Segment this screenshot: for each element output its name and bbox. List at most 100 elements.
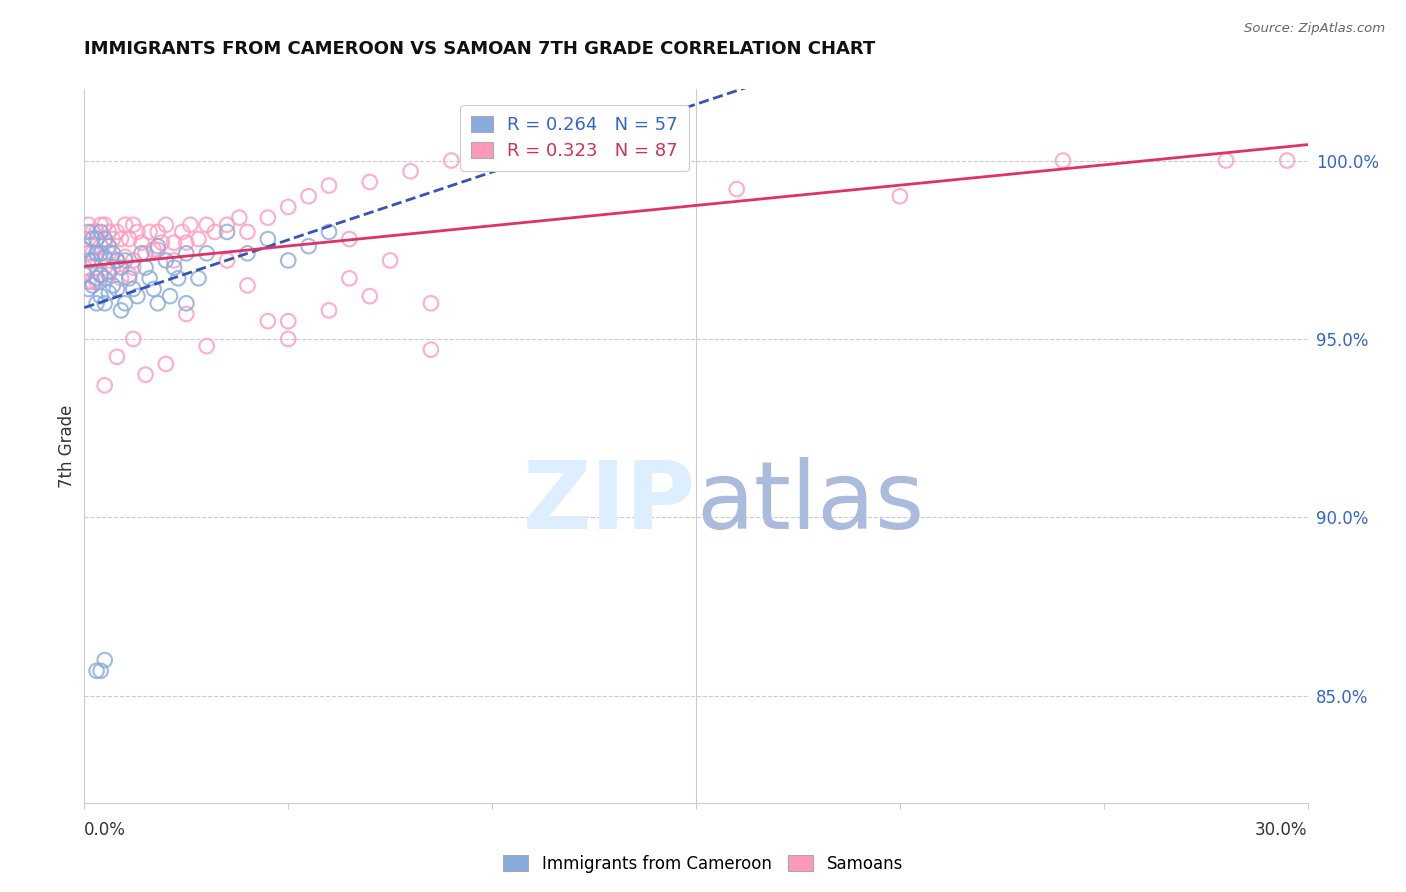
Point [97,264,120,278]
Point [163,253,186,268]
Point [176,307,198,321]
Point [82,253,104,268]
Point [277,332,299,346]
Point [122,260,145,275]
Point [93,378,117,392]
Point [440,153,463,168]
Point [86,664,108,678]
Point [889,189,911,203]
Point [101,246,124,260]
Point [110,232,132,246]
Point [277,314,299,328]
Point [138,225,160,239]
Point [110,271,132,285]
Point [90,268,112,282]
Point [105,253,128,268]
Point [105,282,128,296]
Point [399,164,422,178]
Point [725,182,748,196]
Point [176,246,198,260]
Point [195,246,218,260]
Point [77,246,100,260]
Point [93,260,117,275]
Point [122,253,145,268]
Legend: Immigrants from Cameroon, Samoans: Immigrants from Cameroon, Samoans [496,848,910,880]
Point [257,232,280,246]
Text: IMMIGRANTS FROM CAMEROON VS SAMOAN 7TH GRADE CORRELATION CHART: IMMIGRANTS FROM CAMEROON VS SAMOAN 7TH G… [84,40,876,58]
Point [86,296,108,310]
Point [298,239,321,253]
Point [73,260,96,275]
Point [155,218,177,232]
Point [163,235,186,250]
Point [420,343,443,357]
Point [105,225,128,239]
Point [257,314,280,328]
Point [644,153,666,168]
Point [114,218,136,232]
Point [90,289,112,303]
Point [318,303,340,318]
Point [101,260,124,275]
Point [82,232,104,246]
Point [127,225,149,239]
Point [118,268,141,282]
Point [1277,153,1299,168]
Text: atlas: atlas [696,457,924,549]
Point [90,246,112,260]
Point [97,246,120,260]
Point [481,153,503,168]
Legend: R = 0.264   N = 57, R = 0.323   N = 87: R = 0.264 N = 57, R = 0.323 N = 87 [460,105,689,170]
Point [77,275,100,289]
Point [97,268,120,282]
Point [380,253,402,268]
Point [90,225,112,239]
Point [562,153,585,168]
Point [118,271,141,285]
Point [217,225,239,239]
Point [122,218,145,232]
Point [93,232,117,246]
Point [135,260,157,275]
Point [155,357,177,371]
Point [167,271,190,285]
Point [90,239,112,253]
Point [155,253,177,268]
Point [277,253,299,268]
Point [163,260,186,275]
Point [359,289,381,303]
Point [90,268,112,282]
Point [142,282,165,296]
Point [146,243,169,257]
Text: Source: ZipAtlas.com: Source: ZipAtlas.com [1244,22,1385,36]
Point [110,303,132,318]
Point [93,235,117,250]
Point [86,225,108,239]
Point [101,232,124,246]
Point [1052,153,1074,168]
Point [86,246,108,260]
Point [93,250,117,264]
Point [97,225,120,239]
Point [110,260,132,275]
Point [90,664,112,678]
Point [114,296,136,310]
Point [93,296,117,310]
Point [86,232,108,246]
Point [73,243,96,257]
Text: 30.0%: 30.0% [1256,821,1308,838]
Point [236,246,259,260]
Point [127,289,149,303]
Point [122,332,145,346]
Point [1215,153,1237,168]
Point [131,235,153,250]
Point [187,232,209,246]
Point [159,289,181,303]
Point [93,218,117,232]
Point [135,368,157,382]
Point [195,218,218,232]
Point [97,239,120,253]
Y-axis label: 7th Grade: 7th Grade [58,404,76,488]
Point [195,339,218,353]
Point [131,246,153,260]
